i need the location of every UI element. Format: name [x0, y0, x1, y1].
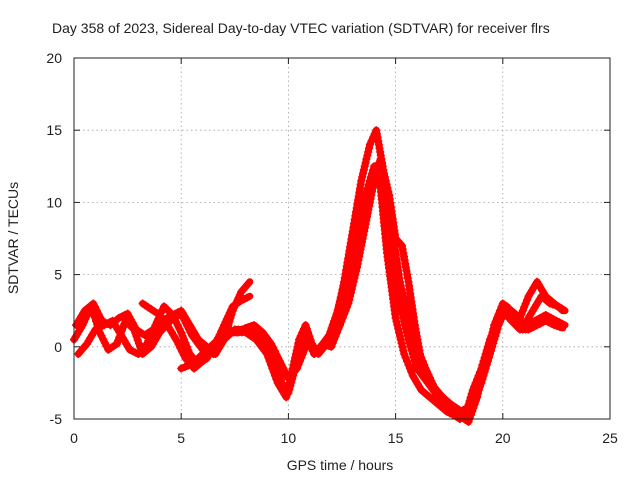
- series-group: [70, 126, 569, 426]
- plot-frame: [73, 57, 611, 420]
- x-tick-label: 5: [177, 430, 185, 446]
- series-markers-1: [70, 162, 564, 423]
- series-markers-7: [327, 169, 567, 416]
- y-axis-label: SDTVAR / TECUs: [5, 182, 21, 294]
- x-tick-label: 15: [388, 430, 404, 446]
- y-tick-label: 5: [54, 267, 62, 283]
- x-tick-label: 10: [281, 430, 297, 446]
- y-tick-label: -5: [50, 411, 63, 427]
- y-tick-label: 0: [54, 339, 62, 355]
- y-tick-label: 15: [46, 122, 62, 138]
- y-tick-label: 20: [46, 50, 62, 66]
- chart-title: Day 358 of 2023, Sidereal Day-to-day VTE…: [52, 20, 550, 36]
- grid-lines: [74, 58, 610, 419]
- x-tick-labels: 0 5 10 15 20 25: [70, 430, 618, 446]
- x-tick-label: 25: [602, 430, 618, 446]
- y-tick-labels: -5 0 5 10 15 20: [46, 50, 62, 427]
- y-tick-label: 10: [46, 194, 62, 210]
- axis-ticks: [73, 57, 611, 420]
- x-axis-label: GPS time / hours: [287, 457, 394, 473]
- series-line-1: [70, 162, 567, 423]
- x-tick-label: 0: [70, 430, 78, 446]
- x-tick-label: 20: [495, 430, 511, 446]
